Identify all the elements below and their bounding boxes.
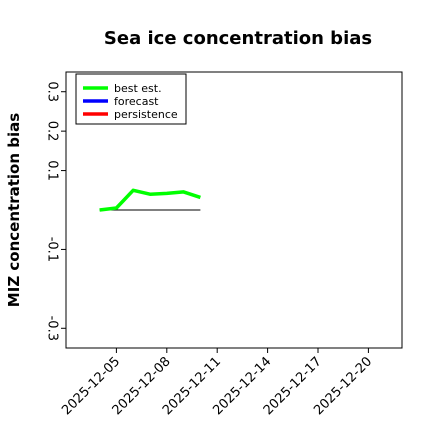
series-layer — [99, 188, 201, 212]
y-tick-label: 0.1 — [45, 160, 60, 181]
legend-label-1: forecast — [114, 95, 159, 108]
legend-label-2: persistence — [114, 108, 178, 121]
y-tick-label: 0.3 — [45, 81, 60, 102]
y-tick-label: -0.1 — [45, 237, 60, 262]
y-axis-ticks: -0.3 -0.1 0.1 0.2 0.3 — [45, 81, 66, 341]
plot-frame — [65, 71, 403, 349]
chart-title: Sea ice concentration bias — [104, 28, 372, 49]
legend-label-0: best est. — [114, 82, 162, 95]
x-axis-ticks: 2025-12-052025-12-082025-12-112025-12-14… — [59, 348, 375, 418]
series-line-0 — [99, 188, 201, 212]
y-axis-label: MIZ concentration bias — [5, 113, 23, 307]
y-tick-label: 0.2 — [45, 121, 60, 142]
y-tick-label: -0.3 — [45, 316, 60, 341]
